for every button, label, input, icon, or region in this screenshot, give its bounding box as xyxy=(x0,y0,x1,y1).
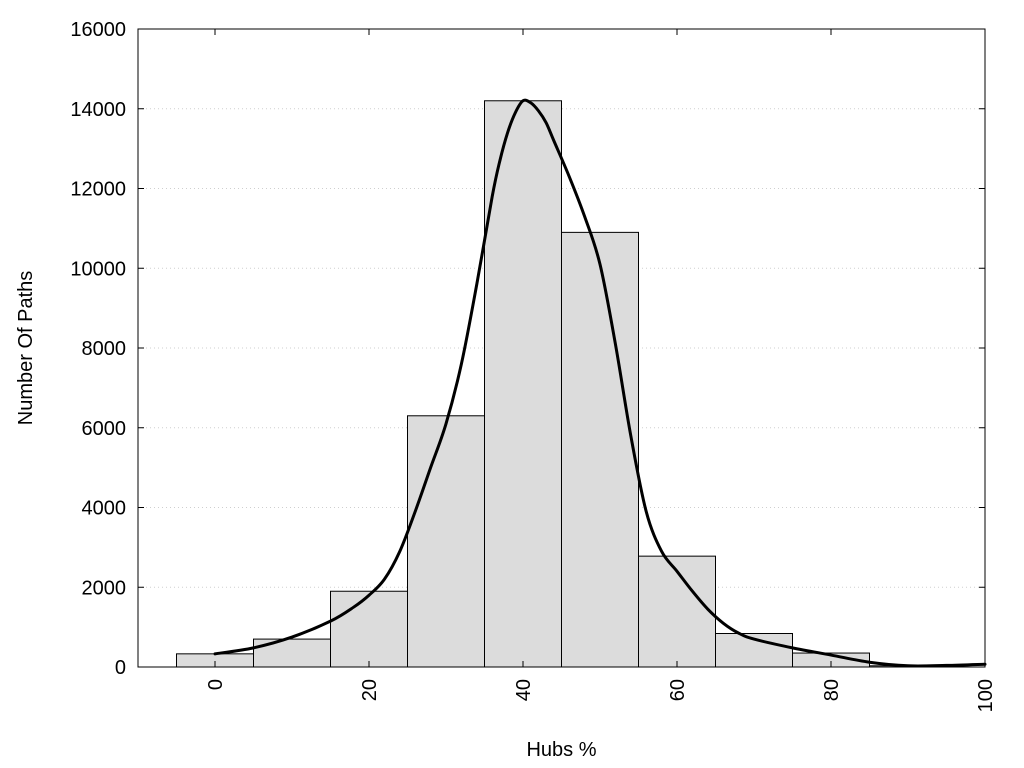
y-tick-label: 14000 xyxy=(70,99,126,121)
x-tick-label: 100 xyxy=(975,679,997,712)
density-curve xyxy=(213,98,987,668)
y-tick-label: 4000 xyxy=(82,498,127,520)
y-tick-label: 6000 xyxy=(82,418,127,440)
x-tick-label: 40 xyxy=(513,679,535,701)
x-tick-label: 20 xyxy=(359,679,381,701)
histogram-bar xyxy=(253,638,331,668)
x-tick-label: 0 xyxy=(205,679,227,690)
density-curve-layer xyxy=(213,98,987,668)
histogram-bar xyxy=(407,415,485,668)
y-tick-label: 8000 xyxy=(82,338,127,360)
x-axis-title: Hubs % xyxy=(526,739,596,761)
y-tick-label: 10000 xyxy=(70,258,126,280)
histogram-bar xyxy=(330,590,408,668)
x-tick-label: 80 xyxy=(821,679,843,701)
x-tick-label: 60 xyxy=(667,679,689,701)
histogram-bar xyxy=(484,100,562,668)
y-axis-title: Number Of Paths xyxy=(15,271,37,426)
y-tick-label: 2000 xyxy=(82,577,127,599)
y-axis-ticks: 0 2000 4000 6000 8000 10000 12000 14000 16000 xyxy=(70,19,985,679)
histogram-bar xyxy=(561,231,639,668)
y-tick-label: 16000 xyxy=(70,19,126,41)
x-axis-ticks: 0 20 40 60 80 100 xyxy=(205,29,997,712)
y-tick-label: 0 xyxy=(115,657,126,679)
histogram-bars xyxy=(176,100,947,668)
y-tick-label: 12000 xyxy=(70,179,126,201)
histogram-bar xyxy=(638,555,716,668)
